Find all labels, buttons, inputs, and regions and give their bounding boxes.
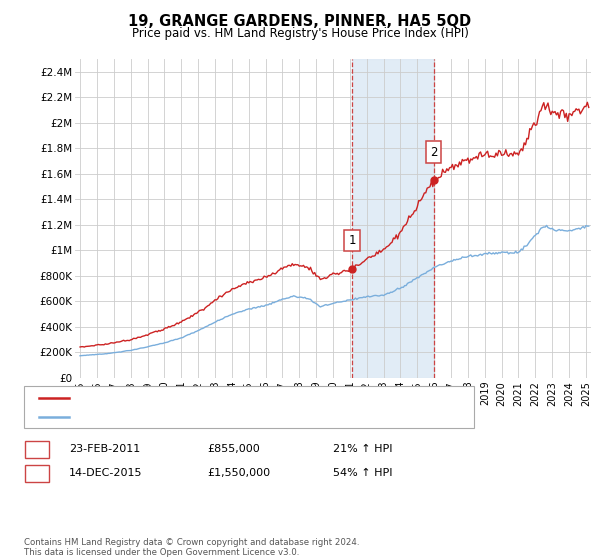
Text: £855,000: £855,000: [207, 444, 260, 454]
Text: HPI: Average price, detached house, Harrow: HPI: Average price, detached house, Harr…: [78, 412, 308, 422]
Text: Price paid vs. HM Land Registry's House Price Index (HPI): Price paid vs. HM Land Registry's House …: [131, 27, 469, 40]
Text: 21% ↑ HPI: 21% ↑ HPI: [333, 444, 392, 454]
Text: £1,550,000: £1,550,000: [207, 468, 270, 478]
Text: 54% ↑ HPI: 54% ↑ HPI: [333, 468, 392, 478]
Text: 14-DEC-2015: 14-DEC-2015: [69, 468, 143, 478]
Text: 1: 1: [34, 442, 41, 456]
Text: 2: 2: [34, 466, 41, 480]
Text: 23-FEB-2011: 23-FEB-2011: [69, 444, 140, 454]
Bar: [352, 59, 434, 378]
Text: 19, GRANGE GARDENS, PINNER, HA5 5QD (detached house): 19, GRANGE GARDENS, PINNER, HA5 5QD (det…: [78, 393, 391, 403]
Text: 1: 1: [349, 234, 356, 248]
Text: 19, GRANGE GARDENS, PINNER, HA5 5QD: 19, GRANGE GARDENS, PINNER, HA5 5QD: [128, 14, 472, 29]
Text: 2: 2: [430, 146, 437, 158]
Text: Contains HM Land Registry data © Crown copyright and database right 2024.
This d: Contains HM Land Registry data © Crown c…: [24, 538, 359, 557]
